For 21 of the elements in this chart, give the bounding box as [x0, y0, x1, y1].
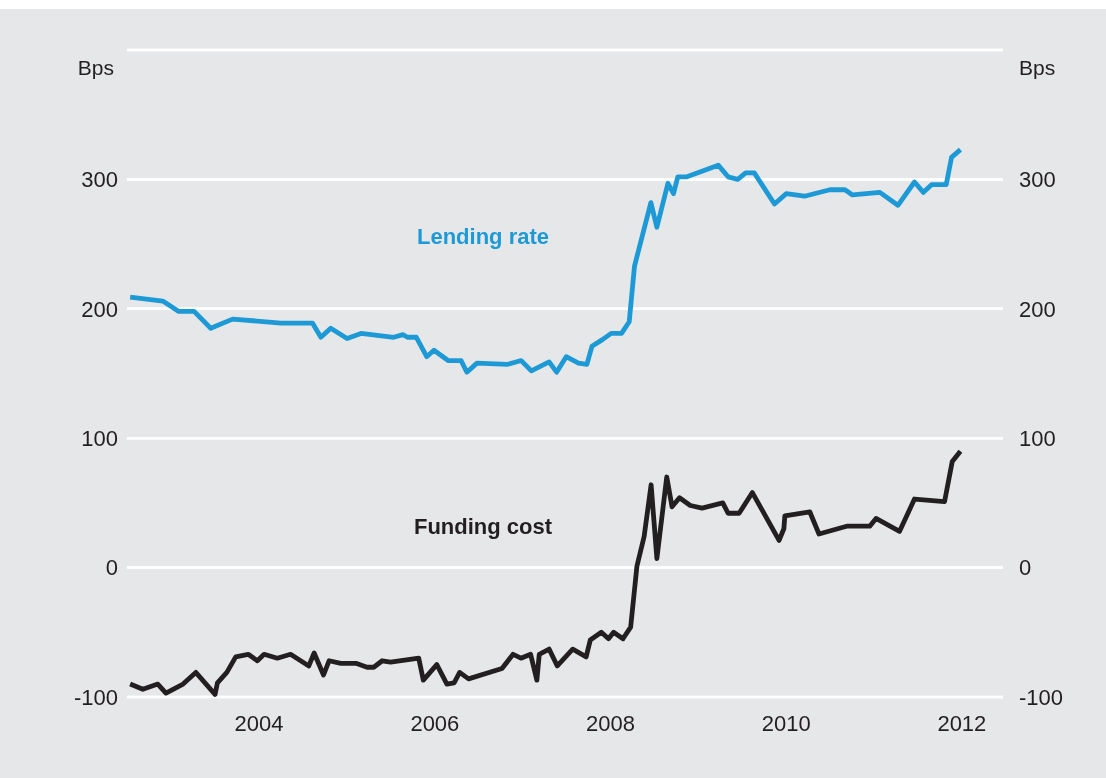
y-tick-label: -100	[73, 684, 118, 710]
line-series	[127, 448, 963, 697]
y-axis-title: Bps	[77, 55, 114, 81]
x-tick-label: 2004	[234, 710, 284, 736]
y-tick-label: 100	[81, 426, 118, 452]
text: Funding cost	[413, 514, 553, 540]
y2-axis-title: Bps	[1019, 55, 1056, 81]
y2-tick-label: -100	[1019, 684, 1064, 710]
x-tick-label: 2006	[410, 710, 460, 736]
x-tick-label: 2010	[761, 710, 811, 736]
text: Lending rate	[416, 224, 550, 250]
y2-tick-label: 0	[1019, 555, 1032, 581]
y-tick-label: 0	[105, 555, 118, 581]
y2-tick-label: 100	[1019, 426, 1056, 452]
line-series	[127, 147, 963, 375]
y-tick-label: 200	[81, 296, 118, 322]
y2-tick-label: 200	[1019, 296, 1056, 322]
y-tick-label: 300	[81, 167, 118, 193]
x-tick-label: 2012	[937, 710, 987, 736]
y2-tick-label: 300	[1019, 167, 1056, 193]
x-tick-label: 2008	[585, 710, 635, 736]
